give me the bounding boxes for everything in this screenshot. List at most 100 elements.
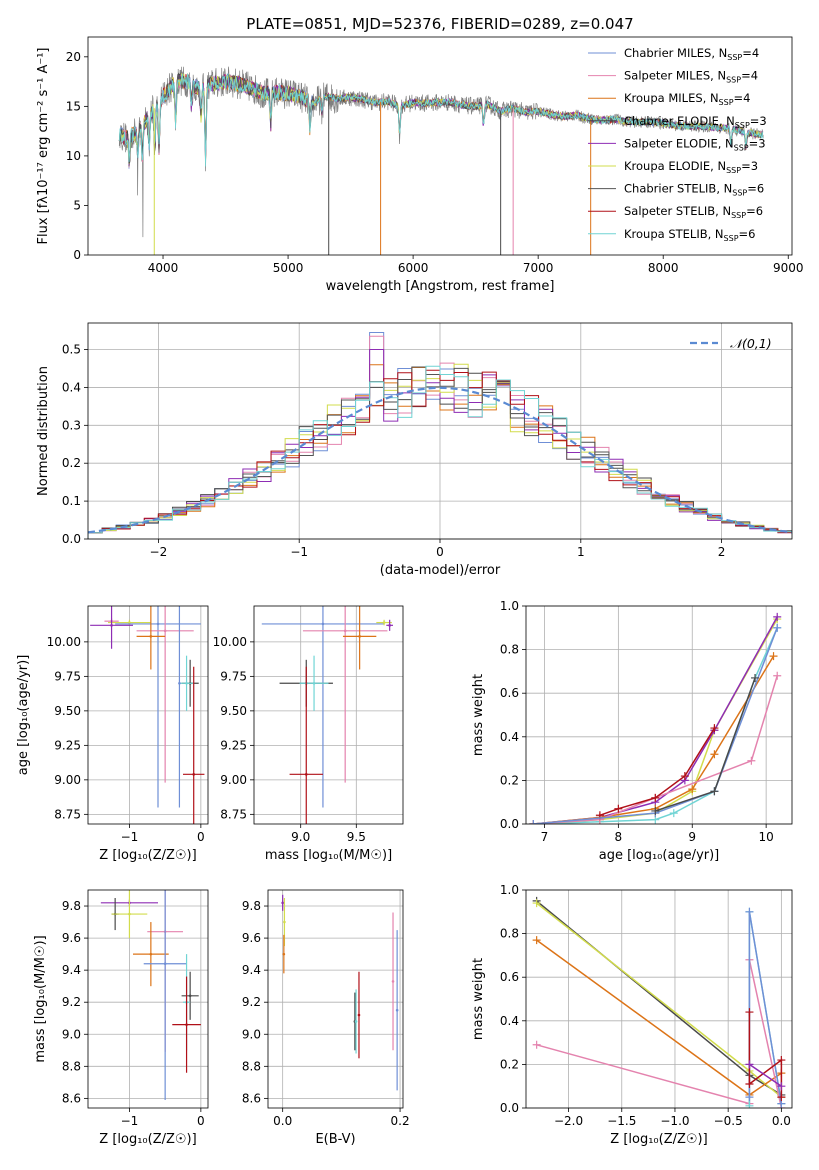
histogram-series bbox=[88, 365, 792, 539]
series-marker bbox=[710, 750, 719, 759]
spectrum-ytick-label: 15 bbox=[66, 99, 81, 113]
legend-entry: Kroupa MILES, NSSP=4 bbox=[624, 91, 750, 107]
series-line bbox=[748, 1063, 782, 1087]
series-marker bbox=[769, 652, 778, 661]
spectrum-xlabel: wavelength [Angstrom, rest frame] bbox=[326, 279, 555, 294]
normal-reference-curve bbox=[88, 386, 792, 534]
data-point bbox=[283, 920, 286, 924]
mass_weight_vs_Z-xtick-label: 0.0 bbox=[772, 1114, 791, 1128]
mass_weight_vs_age-ytick-label: 0.0 bbox=[500, 817, 519, 831]
series-marker bbox=[710, 724, 719, 733]
age_vs_mass-ytick-label: 9.25 bbox=[220, 738, 247, 752]
data-point bbox=[149, 952, 153, 956]
mass_weight_vs_Z-xtick-label: −1.0 bbox=[660, 1114, 689, 1128]
data-point bbox=[163, 962, 167, 966]
series-marker bbox=[532, 899, 541, 908]
mass_vs_Z-xtick-label: 0 bbox=[197, 1114, 205, 1128]
series-marker bbox=[747, 756, 756, 765]
mass_weight_vs_age-frame bbox=[525, 605, 793, 825]
mass_weight_vs_age-xlabel: age [log₁₀(age/yr)] bbox=[599, 848, 720, 863]
mass_vs_Z-plot-area bbox=[100, 890, 201, 1100]
data-point bbox=[388, 624, 391, 627]
data-point bbox=[149, 635, 153, 638]
mass_vs_Z-panel: −1 0 8.6 8.8 9.0 9.2 9.4 9.6 9.8 Z [log₁₀(Z/Z☉)] m… bbox=[33, 889, 209, 1147]
series-marker bbox=[532, 1040, 541, 1049]
mass_vs_EBV-ytick-label: 9.6 bbox=[242, 931, 261, 945]
data-point bbox=[357, 1013, 361, 1017]
legend-entry: Salpeter MILES, NSSP=4 bbox=[624, 69, 758, 85]
mass_vs_Z-ytick-label: 9.2 bbox=[62, 995, 81, 1009]
mass_weight_vs_Z-ylabel: mass weight bbox=[471, 958, 486, 1040]
mass_vs_Z-ytick-label: 9.4 bbox=[62, 963, 81, 977]
legend-entry: Chabrier MILES, NSSP=4 bbox=[624, 46, 759, 62]
mass_weight_vs_age-ytick-label: 0.4 bbox=[500, 730, 519, 744]
age_vs_mass-xtick-label: 9.5 bbox=[347, 830, 366, 844]
mass_weight_vs_Z-panel: −2.0 −1.5 −1.0 −0.5 0.0 0.0 0.2 0.4 0.6 0.8 1.0 Z [… bbox=[471, 883, 793, 1147]
mass_weight_vs_age-ytick-label: 0.2 bbox=[500, 773, 519, 787]
mass_weight_vs_Z-frame bbox=[525, 889, 793, 1109]
data-point bbox=[391, 980, 395, 983]
series-line bbox=[536, 902, 782, 1098]
mass_weight_vs_Z-ytick-label: 1.0 bbox=[500, 883, 519, 897]
series-marker bbox=[777, 1093, 786, 1102]
age_vs_mass-xlabel: mass [log₁₀(M/M☉)] bbox=[265, 848, 392, 863]
data-point bbox=[321, 622, 325, 626]
residuals-ytick-label: 0.0 bbox=[62, 532, 81, 546]
residuals-xtick-label: −2 bbox=[150, 545, 168, 559]
legend-entry: 𝒩(0,1) bbox=[730, 336, 772, 351]
series-marker bbox=[745, 907, 754, 916]
age_vs_Z-xlabel: Z [log₁₀(Z/Z☉)] bbox=[99, 848, 196, 863]
spectrum-ylabel: Flux [fλ10⁻¹⁷ erg cm⁻² s⁻¹ A⁻¹] bbox=[36, 48, 51, 245]
age_vs_mass-panel: 9.0 9.5 8.75 9.00 9.25 9.50 9.75 10.00 mass [log… bbox=[213, 605, 404, 863]
series-marker bbox=[777, 1056, 786, 1065]
mass_weight_vs_Z-xlabel: Z [log₁₀(Z/Z☉)] bbox=[610, 1132, 707, 1147]
data-point bbox=[128, 912, 131, 916]
data-point bbox=[156, 622, 160, 626]
mass_vs_EBV-xlabel: E(B-V) bbox=[315, 1132, 355, 1147]
mass_weight_vs_Z-xtick-label: −0.5 bbox=[714, 1114, 743, 1128]
mass_weight_vs_Z-ytick-label: 0.4 bbox=[500, 1014, 519, 1028]
mass_vs_EBV-panel: 0.0 0.2 8.6 8.8 9.0 9.2 9.4 9.6 9.8 E(B-V) bbox=[242, 889, 410, 1147]
data-point bbox=[178, 681, 181, 685]
series-marker bbox=[688, 785, 697, 794]
spectrum-ytick-label: 10 bbox=[66, 149, 81, 163]
age_vs_Z-plot-area bbox=[90, 606, 205, 824]
mass_vs_Z-ytick-label: 9.0 bbox=[62, 1027, 81, 1041]
residuals-xlabel: (data-model)/error bbox=[380, 563, 501, 578]
age_vs_mass-ytick-label: 9.00 bbox=[220, 773, 247, 787]
mass_weight_vs_Z-ytick-label: 0.8 bbox=[500, 927, 519, 941]
mass_vs_EBV-xtick-label: 0.2 bbox=[391, 1114, 410, 1128]
residuals-ytick-label: 0.2 bbox=[62, 456, 81, 470]
spectrum-xtick-label: 9000 bbox=[773, 261, 804, 275]
age_vs_Z-xtick-label: −1 bbox=[121, 830, 139, 844]
spectrum-ytick-label: 20 bbox=[66, 50, 81, 64]
data-point bbox=[354, 1020, 358, 1023]
mass_vs_EBV-ytick-label: 9.2 bbox=[242, 995, 261, 1009]
mass_vs_Z-ylabel: mass [log₁₀(M/M☉)] bbox=[33, 935, 48, 1062]
age_vs_mass-ytick-label: 9.75 bbox=[220, 669, 247, 683]
spectrum-frame bbox=[87, 36, 793, 256]
data-point bbox=[185, 1023, 188, 1026]
mass_weight_vs_age-plot-area bbox=[529, 612, 782, 824]
residuals-ytick-label: 0.4 bbox=[62, 380, 81, 394]
age_vs_Z-frame bbox=[87, 605, 209, 825]
series-line bbox=[536, 959, 783, 1108]
series-line bbox=[536, 900, 782, 1096]
legend-entry: Kroupa ELODIE, NSSP=3 bbox=[624, 159, 758, 175]
data-point bbox=[163, 629, 167, 633]
data-point bbox=[192, 773, 196, 776]
mass_weight_vs_age-ytick-label: 0.8 bbox=[500, 643, 519, 657]
mass_weight_vs_Z-xtick-label: −2.0 bbox=[554, 1114, 583, 1128]
age_vs_mass-frame bbox=[253, 605, 404, 825]
age_vs_Z-xtick-label: 0 bbox=[197, 830, 205, 844]
mass_weight_vs_age-xtick-label: 7 bbox=[541, 830, 549, 844]
age_vs_mass-ytick-label: 8.75 bbox=[220, 807, 247, 821]
data-point bbox=[358, 635, 361, 638]
data-point bbox=[188, 994, 192, 998]
series-marker bbox=[532, 936, 541, 945]
mass_weight_vs_Z-ytick-label: 0.6 bbox=[500, 970, 519, 984]
series-marker bbox=[614, 804, 623, 813]
spectrum-plot-area bbox=[118, 66, 764, 255]
mass_vs_Z-xlabel: Z [log₁₀(Z/Z☉)] bbox=[99, 1132, 196, 1147]
